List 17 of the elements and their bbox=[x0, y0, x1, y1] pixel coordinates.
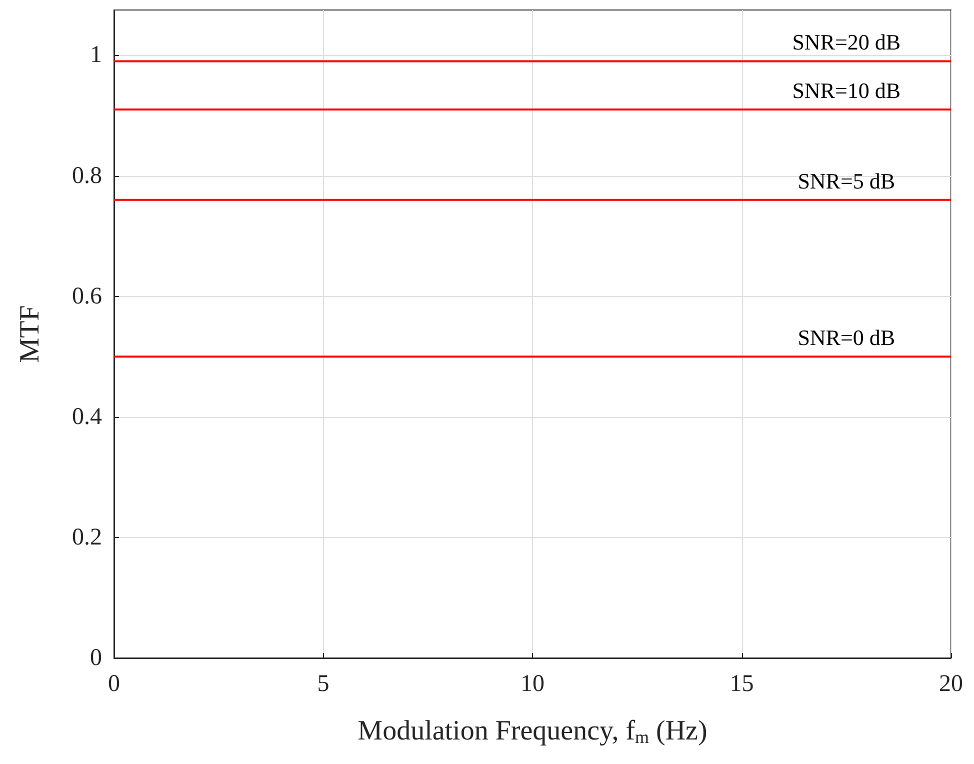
series-label: SNR=0 dB bbox=[798, 325, 896, 350]
y-tick-label: 0.2 bbox=[72, 524, 102, 550]
y-tick-label: 1 bbox=[90, 42, 102, 68]
series-label: SNR=20 dB bbox=[792, 30, 901, 55]
series-label: SNR=5 dB bbox=[798, 168, 896, 194]
y-tick-label: 0.8 bbox=[72, 162, 102, 189]
y-tick-label: 0.6 bbox=[72, 283, 102, 310]
x-tick-label: 20 bbox=[939, 671, 963, 697]
y-tick-label: 0.4 bbox=[72, 404, 102, 430]
x-tick-label: 0 bbox=[108, 671, 120, 697]
x-tick-label: 10 bbox=[520, 671, 544, 697]
series-label: SNR=10 dB bbox=[792, 78, 901, 103]
y-tick-label: 0 bbox=[90, 645, 102, 671]
x-tick-label: 15 bbox=[730, 671, 754, 697]
x-tick-label: 5 bbox=[317, 671, 330, 697]
y-axis-title: MTF bbox=[14, 305, 46, 363]
x-axis-title: Modulation Frequency, fm (Hz) bbox=[358, 716, 708, 747]
